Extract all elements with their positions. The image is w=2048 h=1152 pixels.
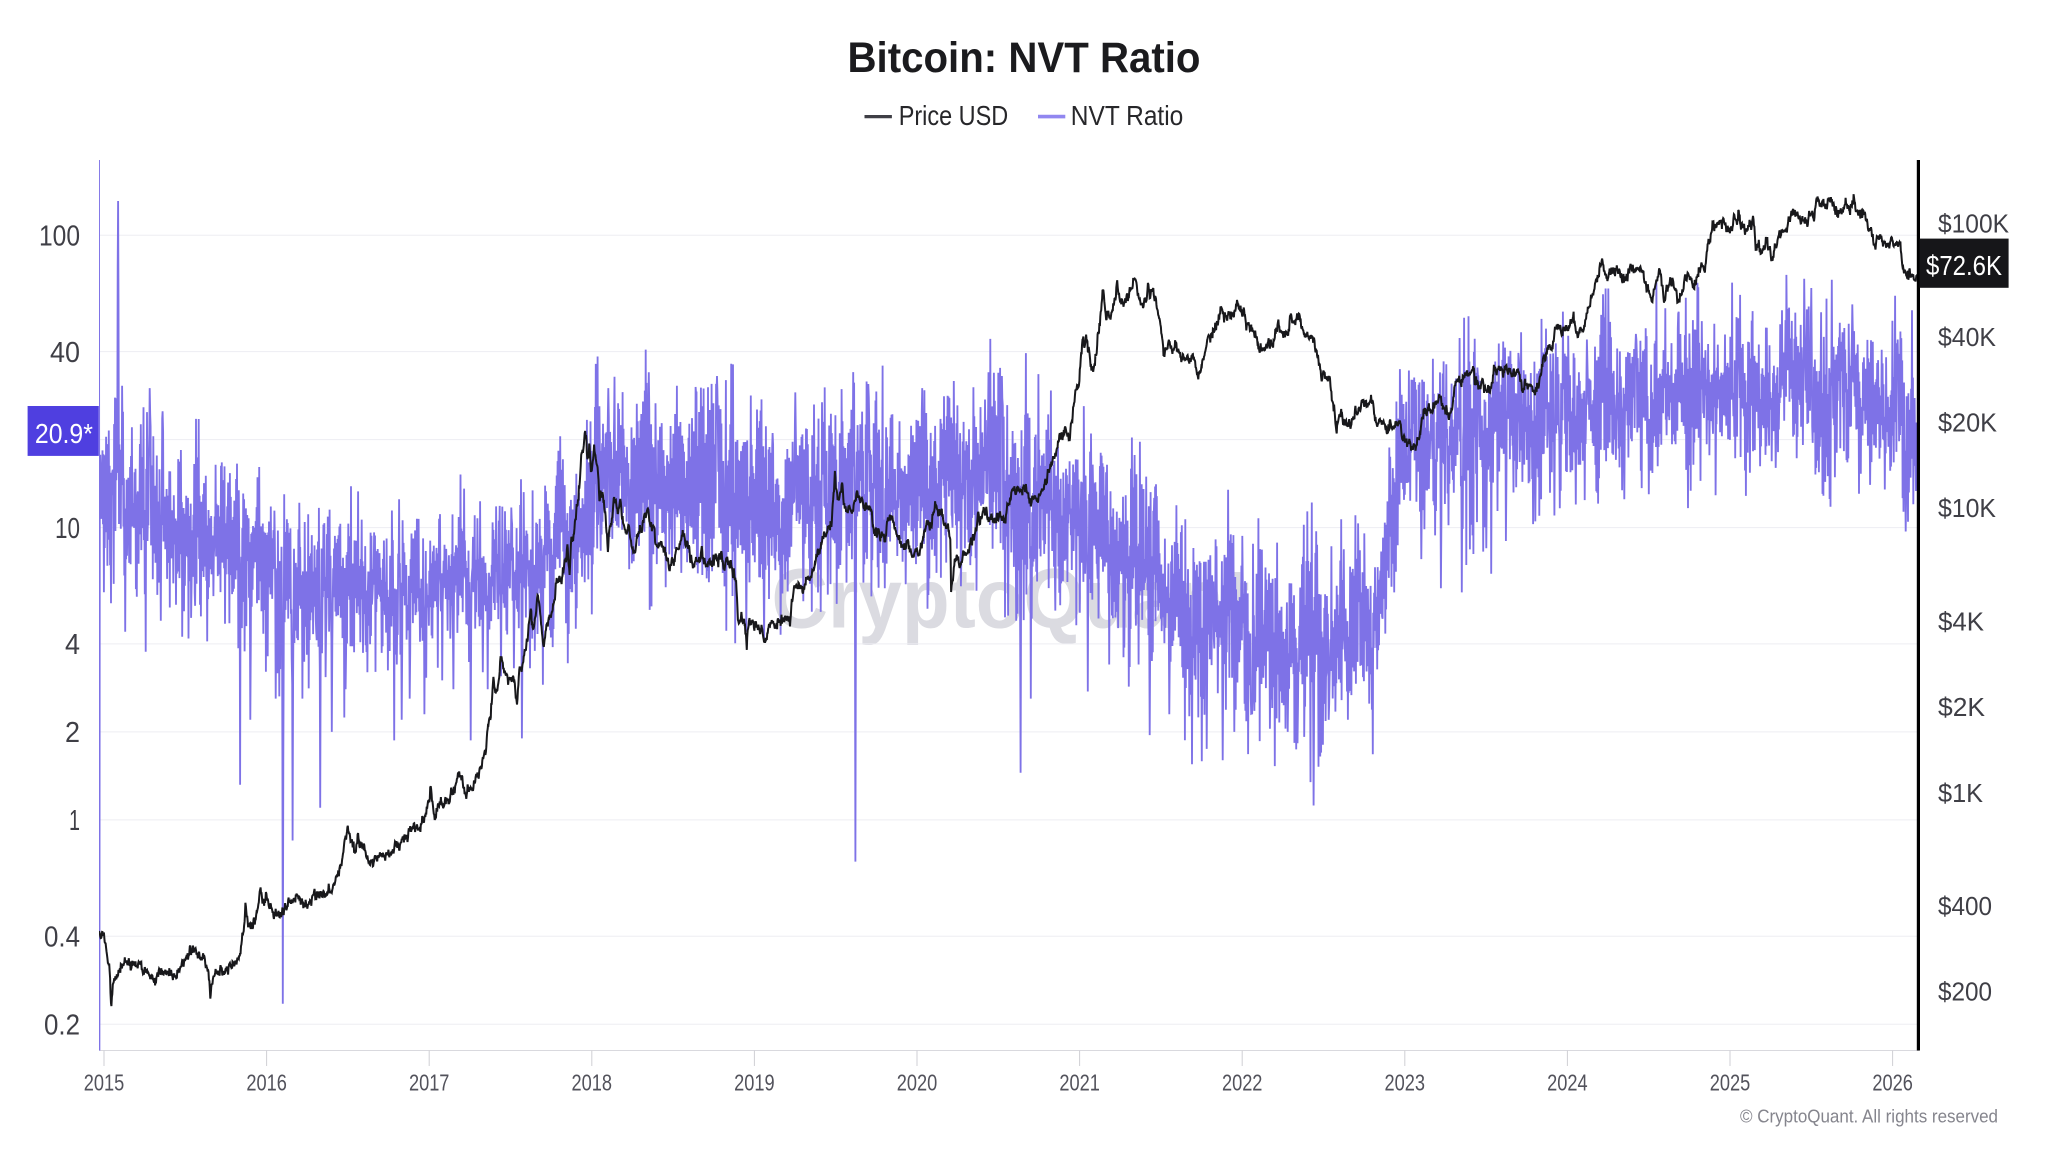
svg-text:10: 10 <box>55 513 80 545</box>
svg-text:20.9*: 20.9* <box>35 418 93 449</box>
svg-text:1: 1 <box>69 805 80 837</box>
svg-text:2: 2 <box>65 717 80 749</box>
svg-text:0.4: 0.4 <box>44 921 80 953</box>
svg-text:$4K: $4K <box>1938 607 1985 637</box>
svg-text:$200: $200 <box>1938 977 1992 1007</box>
svg-text:2024: 2024 <box>1547 1070 1588 1096</box>
svg-text:2016: 2016 <box>246 1070 287 1096</box>
svg-text:2015: 2015 <box>84 1070 125 1096</box>
svg-text:100: 100 <box>39 221 80 253</box>
svg-text:2017: 2017 <box>409 1070 450 1096</box>
svg-text:$10K: $10K <box>1938 493 1997 523</box>
svg-text:$20K: $20K <box>1938 408 1998 438</box>
svg-text:$1K: $1K <box>1938 778 1984 808</box>
svg-text:40: 40 <box>50 337 80 369</box>
svg-text:2021: 2021 <box>1059 1070 1100 1096</box>
svg-text:2022: 2022 <box>1222 1070 1263 1096</box>
svg-text:$40K: $40K <box>1938 322 1997 352</box>
svg-text:$72.6K: $72.6K <box>1926 250 2003 281</box>
svg-text:© CryptoQuant. All rights rese: © CryptoQuant. All rights reserved <box>1740 1106 1998 1127</box>
svg-text:2019: 2019 <box>734 1070 775 1096</box>
svg-text:$400: $400 <box>1938 891 1992 921</box>
svg-text:0.2: 0.2 <box>44 1009 80 1041</box>
svg-text:2018: 2018 <box>572 1070 613 1096</box>
svg-text:$100K: $100K <box>1938 209 2010 239</box>
svg-text:4: 4 <box>65 629 80 661</box>
svg-text:Price USD: Price USD <box>899 100 1009 131</box>
svg-text:2025: 2025 <box>1710 1070 1751 1096</box>
svg-text:NVT Ratio: NVT Ratio <box>1071 100 1184 131</box>
svg-text:2020: 2020 <box>897 1070 938 1096</box>
svg-text:Bitcoin: NVT Ratio: Bitcoin: NVT Ratio <box>848 35 1201 82</box>
svg-text:2026: 2026 <box>1872 1070 1913 1096</box>
svg-text:2023: 2023 <box>1385 1070 1426 1096</box>
svg-text:$2K: $2K <box>1938 692 1986 722</box>
